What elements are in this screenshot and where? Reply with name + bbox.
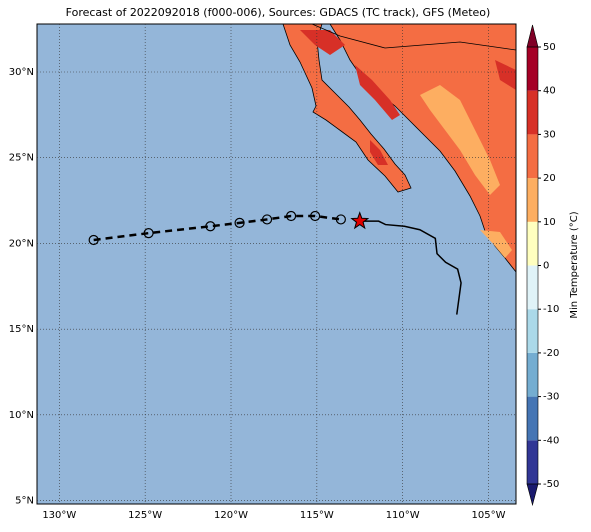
y-tick-label: 30°N — [9, 67, 34, 78]
track-point — [88, 234, 99, 246]
y-tick-label: 20°N — [9, 238, 34, 249]
colorbar-tick-label: 40 — [543, 86, 556, 97]
colorbar-under — [526, 483, 539, 507]
colorbar-tick-label: 50 — [543, 42, 556, 53]
x-tick-label: 130°W — [42, 510, 76, 521]
y-tick-label: 5°N — [15, 496, 34, 507]
chart-title: Forecast of 2022092018 (f000-006), Sourc… — [66, 6, 491, 19]
track-point — [285, 210, 297, 222]
track-point — [261, 214, 273, 225]
x-tick-label: 120°W — [214, 510, 248, 521]
colorbar-tick-label: -40 — [543, 435, 559, 446]
colorbar-segment — [527, 47, 538, 91]
colorbar-label: Min Temperature (°C) — [569, 211, 580, 318]
colorbar-segment — [527, 309, 538, 353]
colorbar-segment — [527, 440, 538, 484]
track-point — [335, 214, 346, 225]
colorbar-segment — [527, 221, 538, 266]
colorbar-tick-label: -10 — [543, 304, 559, 315]
current-position — [350, 211, 370, 230]
x-tick-label: 115°W — [300, 510, 334, 521]
colorbar-tick-label: 30 — [543, 129, 556, 140]
colorbar-tick-label: 20 — [543, 173, 556, 184]
track-point — [234, 217, 245, 228]
colorbar-tick-label: -50 — [543, 479, 559, 490]
map-frame — [36, 23, 517, 505]
land — [282, 24, 516, 273]
colorbar-segment — [527, 396, 538, 441]
x-tick-label: 105°W — [472, 510, 506, 521]
track-point — [143, 228, 154, 239]
colorbar-segment — [527, 265, 538, 310]
x-tick-label: 110°W — [386, 510, 420, 521]
colorbar-tick-label: 0 — [543, 261, 549, 272]
colorbar-over — [526, 24, 539, 48]
colorbar-segment — [527, 90, 538, 135]
y-tick-label: 10°N — [9, 410, 34, 421]
colorbar-tick-label: -30 — [543, 392, 559, 403]
track-point — [205, 221, 216, 232]
colorbar-tick-label: 10 — [543, 217, 556, 228]
past-track — [359, 220, 462, 315]
y-tick-label: 15°N — [9, 324, 34, 335]
y-tick-label: 25°N — [9, 153, 34, 164]
x-tick-label: 125°W — [128, 510, 162, 521]
colorbar-segment — [527, 352, 538, 397]
colorbar-segment — [527, 134, 538, 179]
track-point — [310, 210, 321, 222]
colorbar-tick-label: -20 — [543, 348, 559, 359]
colorbar-segment — [527, 178, 538, 222]
